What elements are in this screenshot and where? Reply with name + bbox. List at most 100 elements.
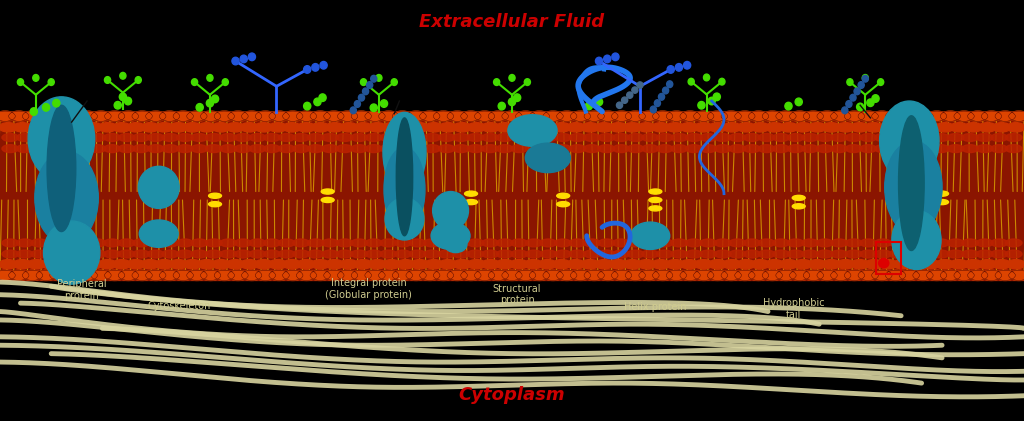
Ellipse shape [649,189,662,194]
Ellipse shape [338,111,357,121]
Ellipse shape [940,270,961,280]
Ellipse shape [36,270,56,280]
Ellipse shape [379,270,398,280]
Ellipse shape [467,145,484,152]
Ellipse shape [206,99,213,107]
Ellipse shape [903,145,921,152]
Ellipse shape [830,145,848,152]
Ellipse shape [879,260,897,269]
Ellipse shape [529,111,550,121]
Ellipse shape [322,250,339,258]
Ellipse shape [496,123,514,132]
Ellipse shape [991,239,1008,247]
Ellipse shape [903,239,921,247]
Ellipse shape [735,270,755,280]
Ellipse shape [649,206,662,211]
Ellipse shape [91,270,112,280]
Ellipse shape [424,250,440,258]
Ellipse shape [366,250,382,258]
Ellipse shape [424,239,440,247]
Ellipse shape [569,145,586,152]
Ellipse shape [570,270,591,280]
Ellipse shape [337,133,353,141]
Ellipse shape [715,239,731,247]
Ellipse shape [524,260,543,269]
Ellipse shape [47,105,76,232]
Ellipse shape [794,260,812,269]
Ellipse shape [685,133,702,141]
Ellipse shape [612,250,630,258]
Ellipse shape [555,133,571,141]
Ellipse shape [46,145,62,152]
Ellipse shape [773,239,790,247]
Ellipse shape [242,111,262,121]
Ellipse shape [380,145,396,152]
Ellipse shape [802,239,818,247]
Ellipse shape [685,239,702,247]
Ellipse shape [162,133,178,141]
Ellipse shape [231,57,240,65]
Ellipse shape [933,133,949,141]
Ellipse shape [830,111,851,121]
Ellipse shape [540,250,557,258]
Ellipse shape [907,260,926,269]
Ellipse shape [749,111,769,121]
Ellipse shape [595,260,613,269]
Ellipse shape [878,79,884,85]
Ellipse shape [228,270,248,280]
Ellipse shape [191,79,198,85]
Ellipse shape [337,250,353,258]
Ellipse shape [465,191,477,196]
Ellipse shape [837,260,855,269]
Ellipse shape [60,250,77,258]
Ellipse shape [467,239,484,247]
Ellipse shape [525,143,570,173]
Text: Peripheral
protein: Peripheral protein [57,279,106,301]
Ellipse shape [240,55,248,63]
Ellipse shape [497,250,513,258]
Ellipse shape [830,133,848,141]
Ellipse shape [104,77,111,83]
Ellipse shape [394,133,412,141]
Ellipse shape [70,123,88,132]
Ellipse shape [119,93,127,101]
Ellipse shape [16,145,33,152]
Ellipse shape [1007,260,1024,269]
Ellipse shape [141,123,160,132]
Ellipse shape [667,270,686,280]
Ellipse shape [42,104,49,111]
Ellipse shape [84,123,102,132]
Ellipse shape [596,57,602,65]
Ellipse shape [631,222,670,249]
Ellipse shape [169,123,187,132]
Ellipse shape [55,123,74,132]
Ellipse shape [885,141,942,234]
Ellipse shape [127,260,145,269]
Ellipse shape [396,118,413,236]
Ellipse shape [933,250,949,258]
Ellipse shape [365,111,385,121]
Ellipse shape [103,239,121,247]
Ellipse shape [482,145,499,152]
Ellipse shape [703,74,710,81]
Ellipse shape [650,106,656,113]
Ellipse shape [540,133,557,141]
Ellipse shape [147,250,164,258]
Ellipse shape [439,260,458,269]
Ellipse shape [176,250,194,258]
Ellipse shape [680,270,700,280]
Ellipse shape [1006,250,1022,258]
Ellipse shape [293,145,309,152]
Ellipse shape [598,239,614,247]
Ellipse shape [366,133,382,141]
Ellipse shape [668,66,674,73]
Ellipse shape [609,260,628,269]
Ellipse shape [119,145,135,152]
Ellipse shape [557,270,577,280]
Ellipse shape [321,61,328,69]
Ellipse shape [268,260,287,269]
Ellipse shape [155,260,173,269]
Ellipse shape [846,145,862,152]
Ellipse shape [145,111,166,121]
Text: Helix protein: Helix protein [624,302,687,312]
